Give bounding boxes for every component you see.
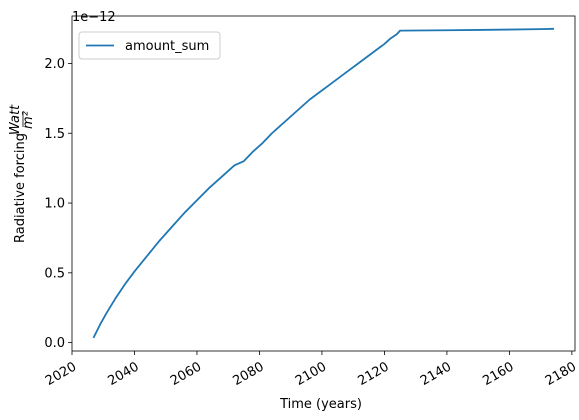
x-axis-label: Time (years) xyxy=(279,397,362,412)
x-tick-label: 2020 xyxy=(43,359,79,389)
plot-area xyxy=(92,27,555,339)
svg-text:Radiative forcing: Radiative forcing xyxy=(13,133,28,243)
svg-text:Time (years): Time (years) xyxy=(279,397,362,412)
y-offset-text: 1e−12 xyxy=(72,10,116,25)
y-axis-label: Radiative forcing Watt m² xyxy=(8,104,36,243)
x-tick-label: 2180 xyxy=(543,359,579,389)
x-tick-label: 2040 xyxy=(106,359,142,389)
y-tick-label: 1.5 xyxy=(44,127,65,142)
y-tick-label: 1.0 xyxy=(44,197,65,212)
y-tick-label: 0.5 xyxy=(44,266,65,281)
x-tick-label: 2140 xyxy=(418,359,454,389)
y-tick-label: 0.0 xyxy=(44,336,65,351)
x-tick-label: 2120 xyxy=(355,359,391,389)
y-tick-label: 2.0 xyxy=(44,57,65,72)
axes: 0.0 0.5 1.0 1.5 2.0 2020 2040 2060 2080 2100 2120 2… xyxy=(43,15,579,389)
x-tick-label: 2160 xyxy=(480,359,516,389)
legend-label: amount_sum xyxy=(125,39,209,54)
legend-box xyxy=(78,31,221,60)
axes-frame xyxy=(71,15,576,352)
x-tick-label: 2060 xyxy=(168,359,204,389)
y-label-fraction-denominator: m² xyxy=(21,111,36,129)
series-line-amount_sum xyxy=(92,27,555,339)
x-tick-label: 2080 xyxy=(230,359,266,389)
legend: amount_sum xyxy=(78,31,221,60)
x-tick-label: 2100 xyxy=(293,359,329,389)
y-label-fraction-numerator: Watt xyxy=(8,104,23,135)
